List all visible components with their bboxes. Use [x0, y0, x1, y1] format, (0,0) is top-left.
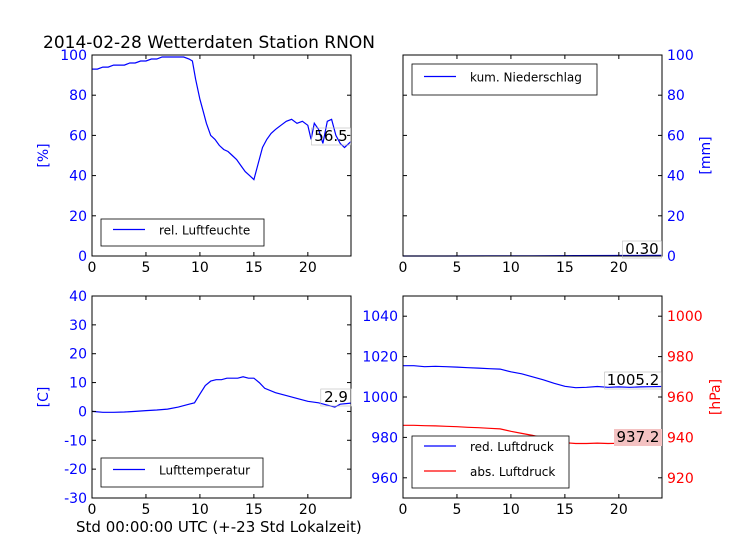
chart-panel-bottom-left: 0 5 10 15 20 -30 -20 -10 0 10 20 30 40 [C] Lufttempera… — [36, 289, 352, 518]
chart-panel-top-left: 0 5 10 15 20 0 20 40 60 80 100 [%] rel. Luftfeuchte 5… — [36, 48, 352, 276]
y-tick-label: -30 — [64, 491, 87, 507]
x-tick-label: 10 — [502, 502, 520, 518]
figure-xlabel: Std 00:00:00 UTC (+-23 Std Lokalzeit) — [76, 518, 362, 536]
x-tick-label: 5 — [141, 260, 150, 276]
x-tick-label: 20 — [299, 502, 317, 518]
y-axis-label: [mm] — [698, 136, 714, 174]
value-label: 937.2 — [617, 428, 660, 446]
axes-frame — [402, 54, 663, 257]
x-tick-label: 5 — [141, 502, 150, 518]
y-tick-label-right: 920 — [667, 471, 694, 487]
y-tick-label: 20 — [667, 209, 685, 225]
y-tick-label: 100 — [60, 48, 87, 64]
series-line-1 — [91, 376, 352, 413]
value-label: 56.5 — [314, 127, 347, 145]
y-tick-label: 60 — [69, 128, 87, 144]
y-tick-label: 40 — [667, 169, 685, 185]
legend-box — [100, 457, 264, 488]
x-tick-label: 0 — [88, 502, 97, 518]
y-tick-label: 20 — [69, 347, 87, 363]
value-label-box — [320, 388, 352, 407]
y-tick-label: -20 — [64, 462, 87, 478]
y-tick-label: 80 — [667, 88, 685, 104]
value-label: 1005.2 — [607, 371, 660, 389]
y-tick-label-right: 960 — [667, 390, 694, 406]
value-label-box — [614, 429, 662, 446]
y-tick-label: 1020 — [362, 350, 398, 366]
y-tick-label: 0 — [667, 249, 676, 265]
y-tick-label: 0 — [78, 249, 87, 265]
figure-title: 2014-02-28 Wetterdaten Station RNON — [43, 33, 375, 53]
legend-label-1: rel. Luftfeuchte — [159, 224, 250, 238]
y-tick-label: 10 — [69, 376, 87, 392]
x-tick-label: 10 — [191, 260, 209, 276]
axes-frame — [91, 54, 352, 257]
y-tick-label: 960 — [371, 471, 398, 487]
y-tick-label: 20 — [69, 209, 87, 225]
y-tick-label: -10 — [64, 433, 87, 449]
value-label-box — [604, 371, 662, 390]
x-tick-label: 20 — [610, 260, 628, 276]
legend-label-1: Lufttemperatur — [159, 464, 250, 478]
y-tick-label-right: 1000 — [667, 309, 703, 325]
series-line-1 — [403, 365, 663, 389]
chart-panel-top-right: 0 5 10 15 20 0 20 40 60 80 100 [mm] kum. Niederschla… — [399, 48, 714, 276]
legend-label-2: abs. Luftdruck — [470, 465, 555, 479]
y-tick-label: 100 — [667, 48, 694, 64]
legend-label-1: kum. Niederschlag — [470, 71, 582, 85]
y-tick-label: 40 — [69, 169, 87, 185]
x-tick-label: 5 — [452, 260, 461, 276]
y-tick-label: 1040 — [362, 309, 398, 325]
x-tick-label: 0 — [88, 260, 97, 276]
y-tick-label: 980 — [371, 430, 398, 446]
y-tick-label: 80 — [69, 88, 87, 104]
legend-box — [411, 63, 598, 96]
y-tick-label: 0 — [78, 404, 87, 420]
y-tick-label: 1000 — [362, 390, 398, 406]
value-label-box — [622, 240, 662, 259]
y-tick-label-right: 980 — [667, 350, 694, 366]
value-label: 0.30 — [625, 240, 658, 258]
x-tick-label: 10 — [191, 502, 209, 518]
series-line-1 — [92, 56, 352, 181]
y-tick-label: 60 — [667, 128, 685, 144]
legend-box — [100, 218, 265, 247]
x-tick-label: 20 — [299, 260, 317, 276]
y-axis-label: [C] — [36, 387, 52, 408]
value-label: 2.9 — [324, 388, 348, 406]
y-tick-label: 40 — [69, 289, 87, 305]
value-label-box — [311, 127, 351, 146]
x-tick-label: 15 — [556, 260, 574, 276]
x-tick-label: 0 — [399, 260, 408, 276]
x-tick-label: 15 — [245, 260, 263, 276]
x-tick-label: 10 — [502, 260, 520, 276]
y-tick-label-right: 940 — [667, 430, 694, 446]
x-tick-label: 15 — [556, 502, 574, 518]
legend-label-1: red. Luftdruck — [470, 440, 554, 454]
y-axis-label-right: [hPa] — [708, 379, 724, 415]
chart-panel-bottom-right: 0 5 10 15 20 960 980 1000 1020 1040 920 940 960 980 10… — [362, 295, 724, 518]
x-tick-label: 15 — [245, 502, 263, 518]
x-tick-label: 20 — [610, 502, 628, 518]
y-tick-label: 30 — [69, 318, 87, 334]
x-tick-label: 0 — [399, 502, 408, 518]
y-axis-label: [%] — [36, 143, 52, 167]
x-tick-label: 5 — [452, 502, 461, 518]
legend-box — [411, 435, 570, 489]
